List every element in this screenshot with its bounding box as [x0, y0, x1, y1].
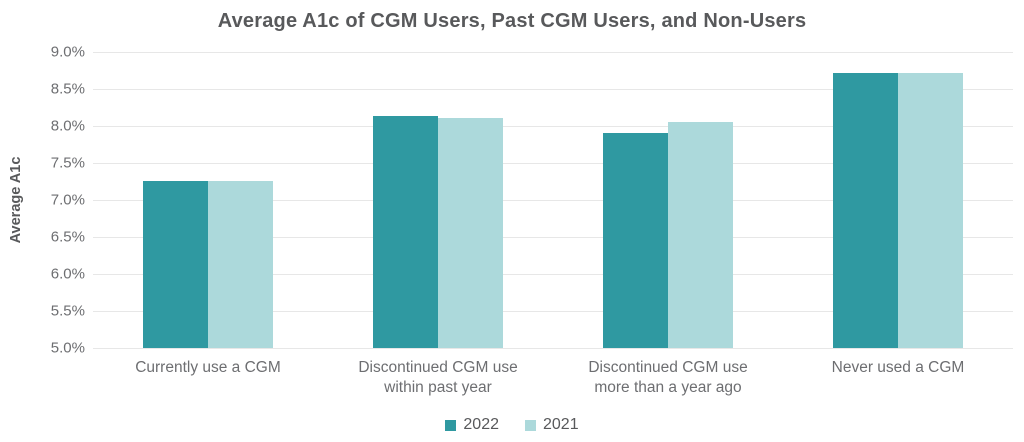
x-category-label-never-used-a-cgm: Never used a CGM: [831, 359, 965, 376]
legend-item-2021: 2021: [525, 416, 579, 434]
y-tick-label: 6.0%: [50, 265, 85, 283]
x-category-label-discontinued-cgm-use-more-than-a-year-ago: Discontinued CGM use more than a year ag…: [588, 359, 748, 396]
gridline: [93, 200, 1013, 201]
plot-area: 9.0% 8.5% 8.0% 7.5% 7.0% 6.5% 6.0% 5.5% 5.0% Curr…: [51, 44, 1013, 396]
bar-2022-never-used-a-cgm: [833, 73, 898, 348]
x-category-label-currently-use-a-cgm: Currently use a CGM: [135, 359, 281, 376]
x-category-label-discontinued-cgm-use-within-past-year: Discontinued CGM use within past year: [358, 359, 518, 396]
gridline: [93, 52, 1013, 53]
bar-2022-discontinued-cgm-use-within-past-year: [373, 116, 438, 348]
legend-label-2021: 2021: [543, 416, 579, 433]
legend-item-2022: 2022: [445, 416, 499, 434]
bar-2021-never-used-a-cgm: [898, 73, 963, 348]
legend-swatch-2021: [525, 419, 536, 431]
bar-2021-discontinued-cgm-use-within-past-year: [438, 118, 503, 348]
y-tick-label: 5.0%: [50, 339, 85, 357]
y-tick-label: 7.5%: [50, 154, 85, 172]
legend-swatch-2022: [445, 419, 457, 431]
y-tick-label: 6.5%: [50, 228, 85, 246]
y-tick-label: 7.0%: [50, 191, 85, 209]
gridline: [93, 274, 1013, 275]
gridline: [93, 348, 1013, 349]
legend-label-2022: 2022: [463, 416, 499, 433]
y-tick-label: 9.0%: [50, 43, 85, 61]
y-tick-label: 8.0%: [50, 117, 85, 135]
bar-2021-currently-use-a-cgm: [208, 181, 273, 348]
bar-2022-discontinued-cgm-use-more-than-a-year-ago: [603, 133, 668, 348]
gridline: [93, 237, 1013, 238]
chart-title: Average A1c of CGM Users, Past CGM Users…: [217, 10, 807, 32]
gridline: [93, 126, 1013, 127]
gridline: [93, 163, 1013, 164]
bar-2022-currently-use-a-cgm: [143, 181, 208, 348]
y-tick-label: 5.5%: [50, 302, 85, 320]
gridline: [93, 89, 1013, 90]
y-axis-title: Average A1c: [8, 156, 24, 244]
gridline: [93, 311, 1013, 312]
bar-2021-discontinued-cgm-use-more-than-a-year-ago: [668, 122, 733, 348]
legend: 2022 2021: [0, 416, 1024, 434]
y-tick-label: 8.5%: [50, 80, 85, 98]
